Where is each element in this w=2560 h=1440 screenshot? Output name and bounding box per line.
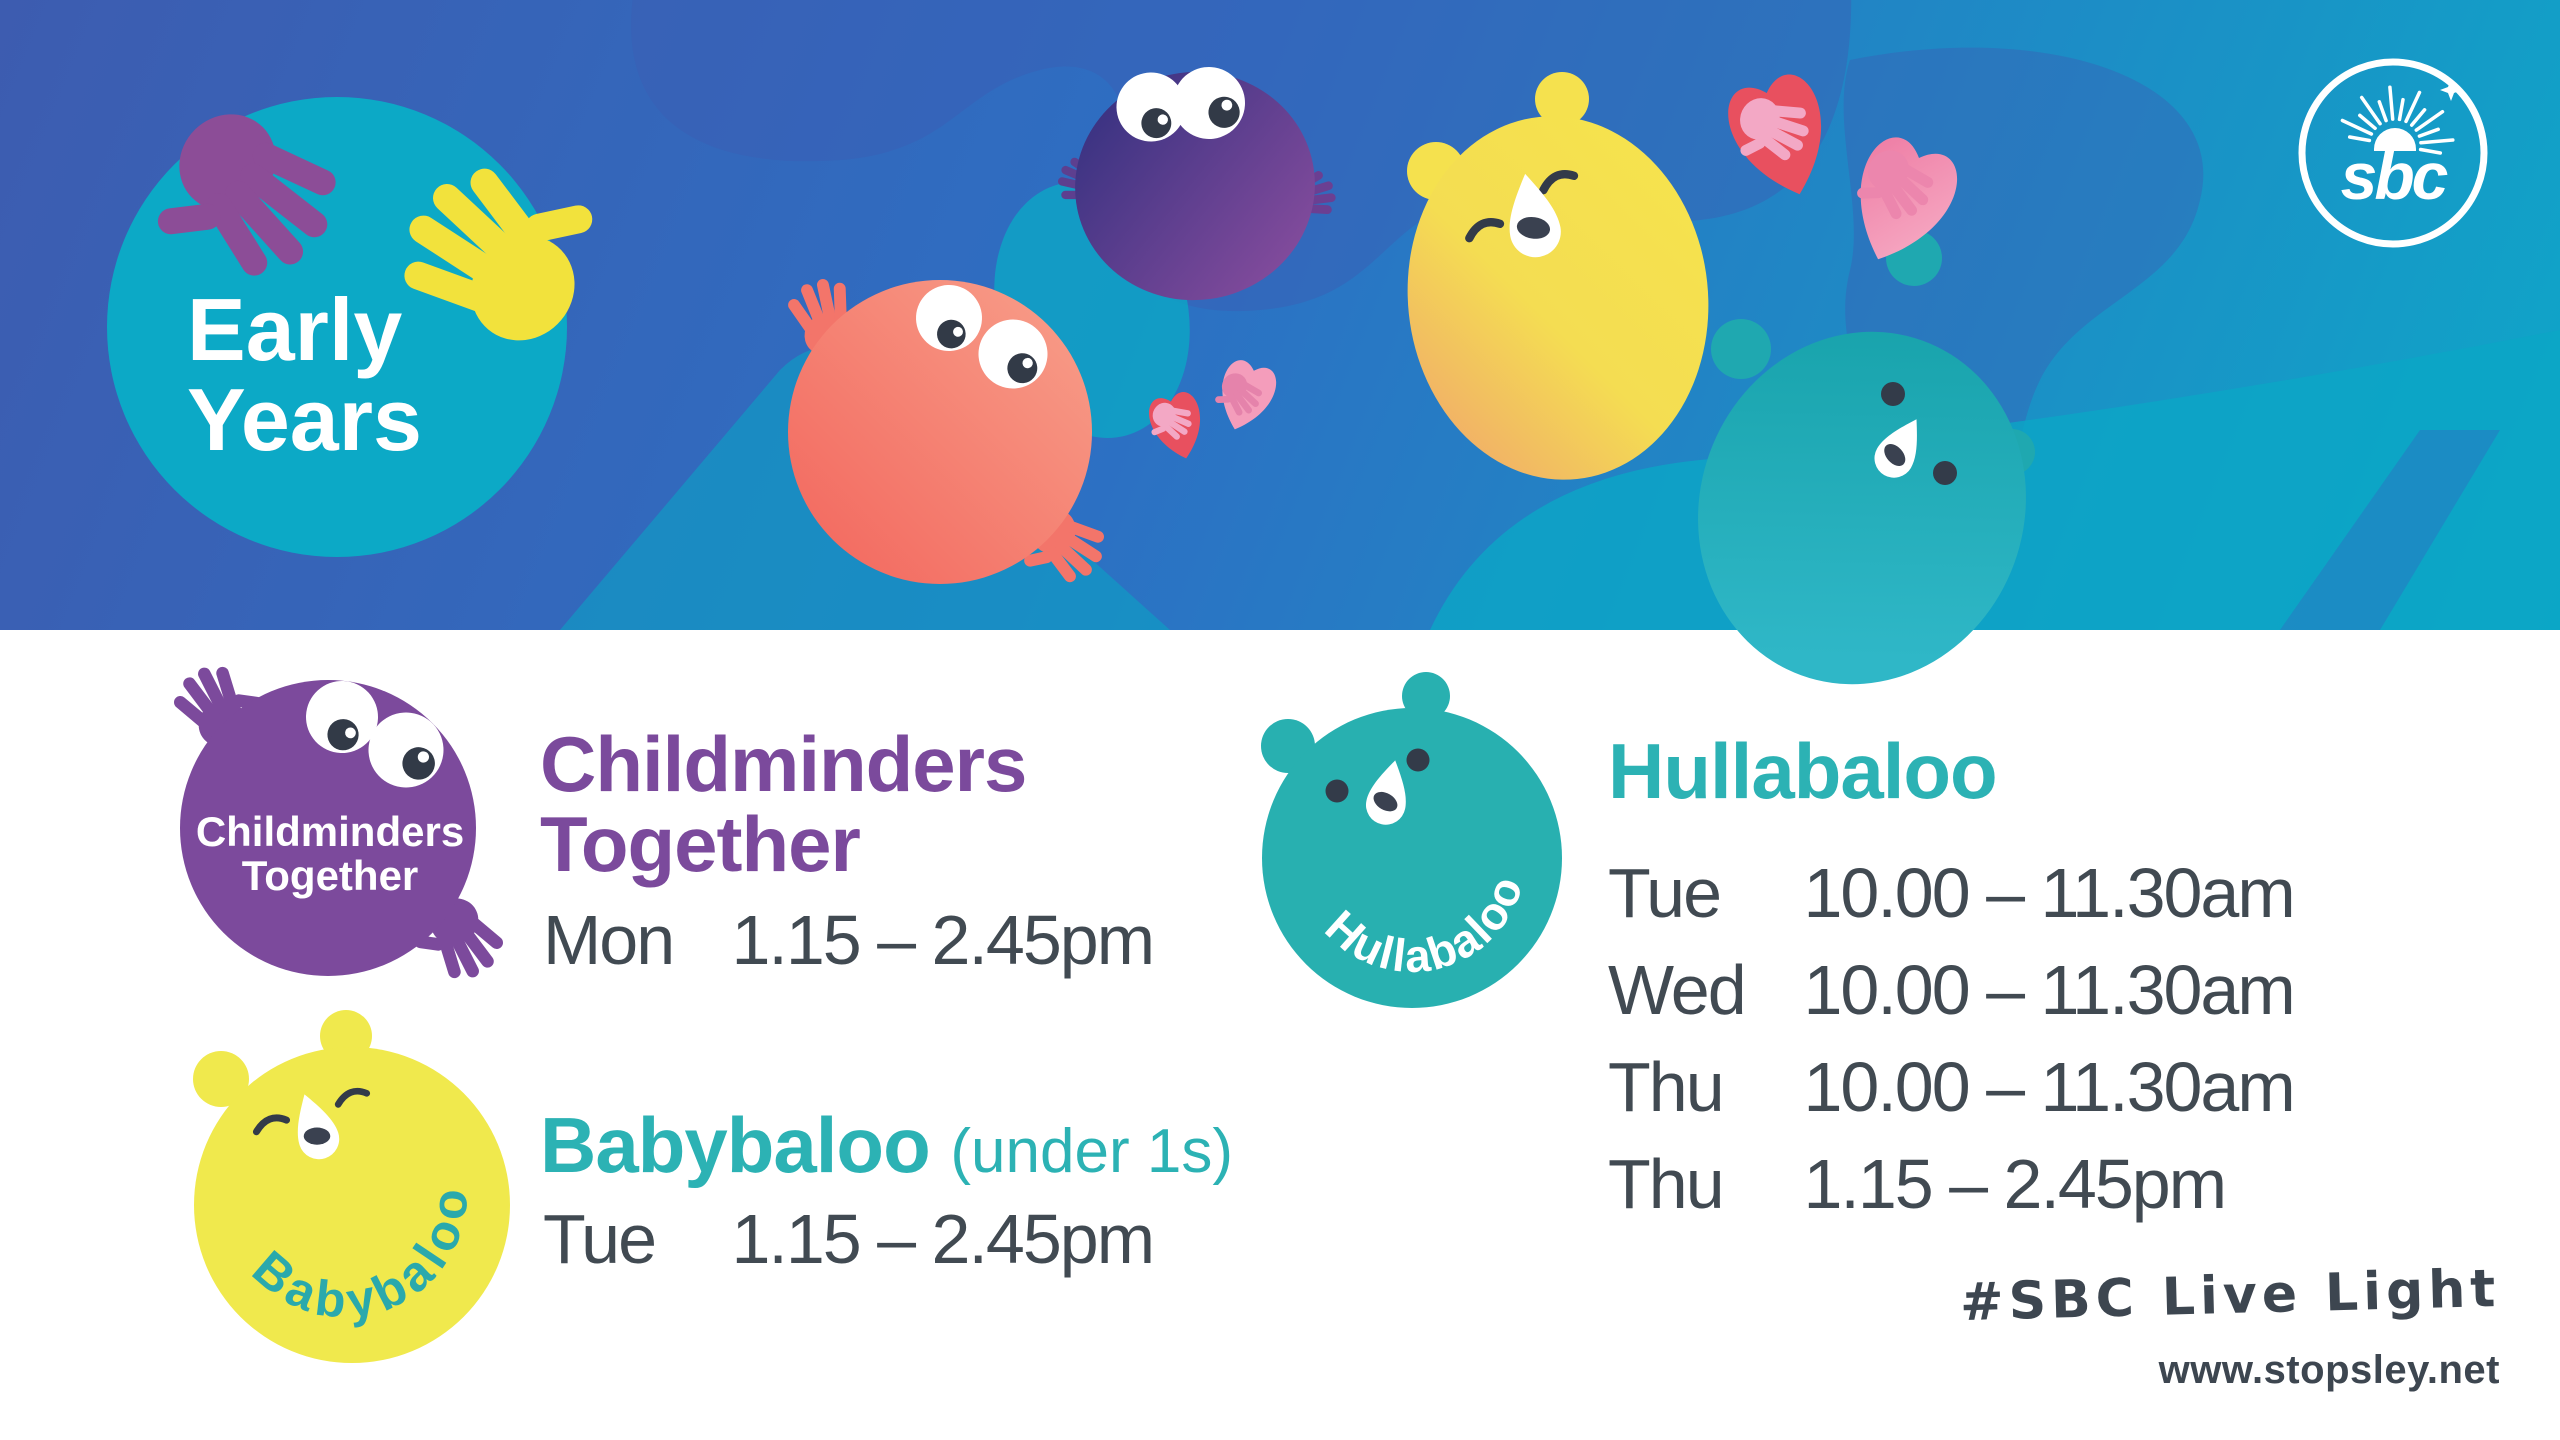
schedule-day: Tue — [1608, 854, 1722, 932]
schedule-day: Wed — [1608, 951, 1747, 1029]
closed-eye-icon — [336, 1089, 368, 1105]
eye-icon — [1325, 779, 1349, 803]
childminders-schedule-row: Mon 1.15 – 2.45pm — [543, 900, 1155, 980]
title-line: Childminders — [540, 720, 1027, 808]
bear-ear-icon — [1402, 672, 1450, 720]
website-url: www.stopsley.net — [2158, 1348, 2500, 1392]
bear-muzzle-icon — [1362, 756, 1415, 829]
hand-icon — [401, 884, 514, 997]
babybaloo-schedule-row: Tue 1.15 – 2.45pm — [543, 1199, 1155, 1279]
bear-ear-icon — [193, 1051, 249, 1107]
hullabaloo-blob: Hullabaloo — [1261, 672, 1562, 1008]
schedule-time: 10.00 – 11.30am — [1803, 1048, 2295, 1126]
schedule-time: 1.15 – 2.45pm — [731, 901, 1155, 979]
hullabaloo-schedule: Tue 10.00 – 11.30am Wed 10.00 – 11.30am … — [1608, 845, 2296, 1233]
babybaloo-title: Babybaloo (under 1s) — [540, 1105, 1233, 1192]
closed-eye-icon — [254, 1115, 287, 1132]
blob-label-line1: Childminders — [196, 808, 464, 855]
sbc-live-light-hashtag: #SBC Live Light — [1959, 1258, 2501, 1334]
schedule-day: Thu — [1608, 1145, 1725, 1223]
blob-curved-label: Babybaloo — [242, 1182, 478, 1330]
schedule-day: Mon — [543, 901, 675, 979]
eye-icon — [1406, 748, 1430, 772]
googly-eye-icon — [294, 669, 390, 765]
schedule-day: Tue — [543, 1200, 657, 1278]
hullabaloo-title: Hullabaloo — [1608, 731, 1998, 811]
schedule-time: 1.15 – 2.45pm — [731, 1200, 1155, 1278]
title-text: Hullabaloo — [1608, 727, 1998, 815]
schedule-day: Thu — [1608, 1048, 1725, 1126]
schedule-time: 10.00 – 11.30am — [1803, 854, 2295, 932]
schedule-row: Tue 10.00 – 11.30am — [1608, 845, 2296, 942]
schedule-row: Wed 10.00 – 11.30am — [1608, 942, 2296, 1039]
bear-ear-icon — [320, 1010, 372, 1062]
schedule-time: 1.15 – 2.45pm — [1803, 1145, 2227, 1223]
childminders-title: Childminders Together — [540, 720, 1027, 888]
title-line: Together — [540, 800, 861, 888]
banner-background — [0, 0, 2560, 630]
blob-label-line2: Together — [242, 852, 419, 899]
bear-muzzle-icon — [285, 1088, 345, 1165]
googly-eye-icon — [360, 704, 452, 796]
babybaloo-blob: Babybaloo — [193, 1010, 510, 1363]
schedule-row: Thu 10.00 – 11.30am — [1608, 1039, 2296, 1136]
age-note: (under 1s) — [950, 1117, 1233, 1186]
schedule-time: 10.00 – 11.30am — [1803, 951, 2295, 1029]
blob-curved-label: Hullabaloo — [1316, 868, 1534, 982]
bear-ear-icon — [1261, 719, 1315, 773]
childminders-blob: Childminders Together — [163, 648, 514, 997]
schedule-row: Thu 1.15 – 2.45pm — [1608, 1136, 2294, 1233]
title-text: Babybaloo — [540, 1101, 931, 1189]
hand-icon — [163, 648, 276, 761]
